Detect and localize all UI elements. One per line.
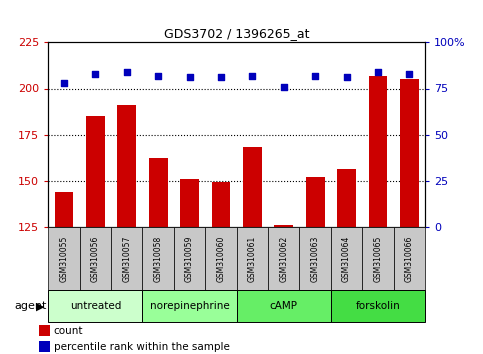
FancyBboxPatch shape [331, 290, 425, 322]
Point [217, 75, 225, 80]
Text: GSM310062: GSM310062 [279, 235, 288, 281]
Bar [243, 147, 262, 227]
Text: ▶: ▶ [36, 301, 45, 311]
Point [312, 73, 319, 79]
Text: GSM310057: GSM310057 [122, 235, 131, 282]
FancyBboxPatch shape [237, 290, 331, 322]
Point [249, 73, 256, 79]
FancyBboxPatch shape [111, 227, 142, 290]
FancyBboxPatch shape [142, 227, 174, 290]
Bar [39, 341, 50, 353]
Text: GSM310061: GSM310061 [248, 235, 257, 281]
Text: agent: agent [14, 301, 47, 311]
Title: GDS3702 / 1396265_at: GDS3702 / 1396265_at [164, 27, 310, 40]
Bar [400, 79, 419, 227]
Text: GSM310065: GSM310065 [373, 235, 383, 282]
FancyBboxPatch shape [48, 290, 142, 322]
Bar [274, 225, 293, 227]
Text: percentile rank within the sample: percentile rank within the sample [54, 342, 229, 352]
Point [343, 75, 351, 80]
Bar [180, 179, 199, 227]
Bar [117, 105, 136, 227]
Point [123, 69, 131, 75]
FancyBboxPatch shape [80, 227, 111, 290]
Point [280, 84, 288, 90]
Bar [86, 116, 105, 227]
Text: cAMP: cAMP [270, 301, 298, 311]
FancyBboxPatch shape [205, 227, 237, 290]
FancyBboxPatch shape [174, 227, 205, 290]
Point [374, 69, 382, 75]
Text: norepinephrine: norepinephrine [150, 301, 229, 311]
Text: GSM310056: GSM310056 [91, 235, 100, 282]
FancyBboxPatch shape [48, 227, 80, 290]
Point [406, 71, 413, 76]
Bar [369, 76, 387, 227]
FancyBboxPatch shape [237, 227, 268, 290]
Bar [337, 170, 356, 227]
Point [186, 75, 194, 80]
Bar [55, 192, 73, 227]
Bar [149, 159, 168, 227]
FancyBboxPatch shape [331, 227, 362, 290]
Text: GSM310066: GSM310066 [405, 235, 414, 282]
Text: GSM310059: GSM310059 [185, 235, 194, 282]
Text: forskolin: forskolin [355, 301, 400, 311]
Text: GSM310058: GSM310058 [154, 235, 163, 281]
FancyBboxPatch shape [142, 290, 237, 322]
Point [60, 80, 68, 86]
Text: GSM310064: GSM310064 [342, 235, 351, 282]
FancyBboxPatch shape [394, 227, 425, 290]
Point [92, 71, 99, 76]
Text: GSM310063: GSM310063 [311, 235, 320, 282]
Point [155, 73, 162, 79]
FancyBboxPatch shape [299, 227, 331, 290]
FancyBboxPatch shape [362, 227, 394, 290]
Text: GSM310060: GSM310060 [216, 235, 226, 282]
Bar [212, 182, 230, 227]
Bar [39, 325, 50, 336]
FancyBboxPatch shape [268, 227, 299, 290]
Text: count: count [54, 326, 83, 336]
Text: untreated: untreated [70, 301, 121, 311]
Text: GSM310055: GSM310055 [59, 235, 69, 282]
Bar [306, 177, 325, 227]
